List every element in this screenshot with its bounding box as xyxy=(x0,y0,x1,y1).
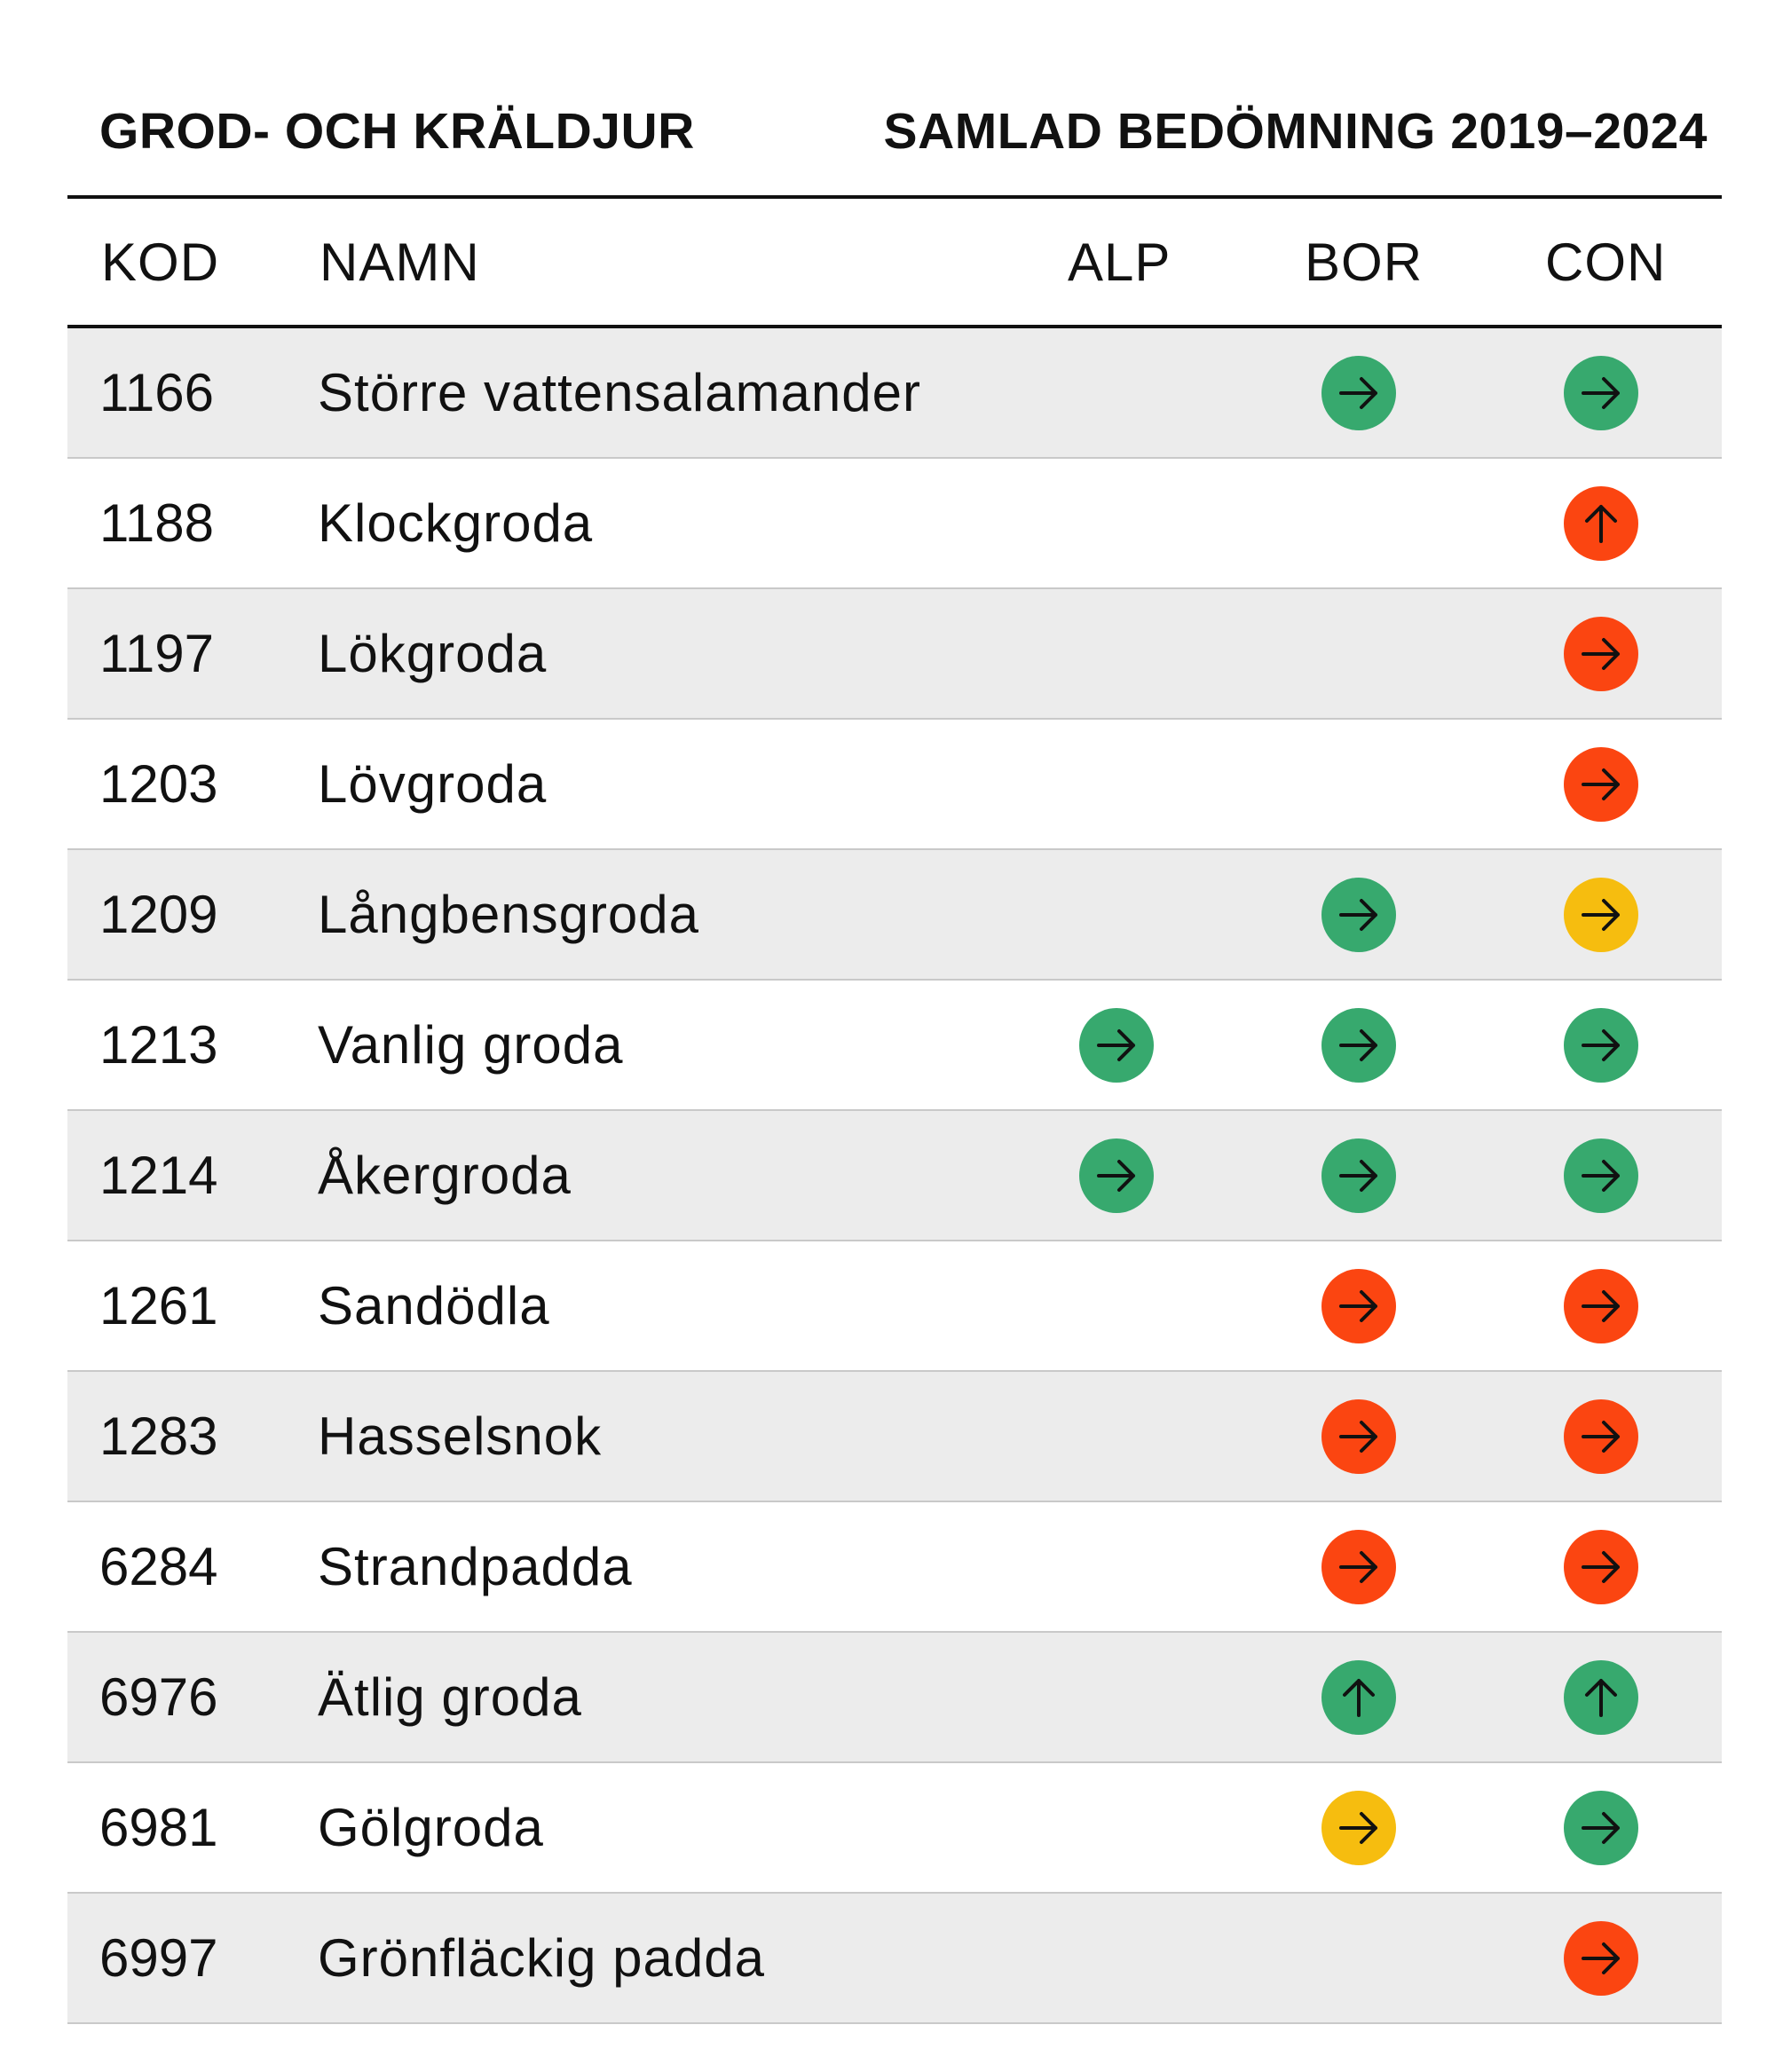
species-name: Lövgroda xyxy=(318,754,548,814)
species-name: Grönfläckig padda xyxy=(318,1928,765,1988)
species-name: Långbensgroda xyxy=(318,885,700,944)
arrow-right-icon xyxy=(1582,1812,1620,1844)
status-alp-green-arrow-right-icon xyxy=(1079,1008,1154,1083)
assessment-title: SAMLAD BEDÖMNING 2019–2024 xyxy=(883,103,1708,160)
arrow-right-icon xyxy=(1582,1160,1620,1192)
arrow-right-icon xyxy=(1097,1029,1135,1061)
species-name: Vanlig groda xyxy=(318,1015,624,1075)
header-alp: ALP xyxy=(1068,232,1172,292)
species-name: Hasselsnok xyxy=(318,1406,603,1466)
arrow-right-icon xyxy=(1339,1551,1377,1583)
table-title-row: GROD- OCH KRÄLDJUR SAMLAD BEDÖMNING 2019… xyxy=(99,96,1708,167)
species-code: 6976 xyxy=(99,1667,218,1727)
arrow-right-icon xyxy=(1582,1421,1620,1453)
species-code: 1261 xyxy=(99,1276,218,1335)
arrow-right-icon xyxy=(1097,1160,1135,1192)
status-con-red-arrow-right-icon xyxy=(1564,617,1638,691)
species-code: 6284 xyxy=(99,1537,218,1596)
status-bor-green-arrow-right-icon xyxy=(1321,1008,1396,1083)
arrow-right-icon xyxy=(1582,1290,1620,1322)
status-con-red-arrow-right-icon xyxy=(1564,1399,1638,1474)
arrow-right-icon xyxy=(1339,1421,1377,1453)
table-row: 6284 Strandpadda xyxy=(67,1502,1722,1633)
species-name: Åkergroda xyxy=(318,1146,572,1205)
species-code: 6981 xyxy=(99,1798,218,1857)
species-name: Större vattensalamander xyxy=(318,363,922,422)
arrow-right-icon xyxy=(1582,1551,1620,1583)
species-code: 1166 xyxy=(99,363,215,422)
table-row: 1203 Lövgroda xyxy=(67,720,1722,850)
top-divider xyxy=(67,195,1722,199)
species-name: Strandpadda xyxy=(318,1537,633,1596)
arrow-right-icon xyxy=(1339,899,1377,931)
arrow-right-icon xyxy=(1339,1290,1377,1322)
table-body: 1166 Större vattensalamander 1188 Klockgrod… xyxy=(67,328,1722,2024)
arrow-right-icon xyxy=(1582,899,1620,931)
species-code: 6997 xyxy=(99,1928,218,1988)
header-bor: BOR xyxy=(1305,232,1424,292)
status-con-red-arrow-right-icon xyxy=(1564,1530,1638,1604)
table-row: 6981 Gölgroda xyxy=(67,1763,1722,1894)
arrow-right-icon xyxy=(1339,1029,1377,1061)
table-row: 1209 Långbensgroda xyxy=(67,850,1722,981)
status-con-green-arrow-right-icon xyxy=(1564,1008,1638,1083)
status-bor-red-arrow-right-icon xyxy=(1321,1269,1396,1343)
table-row: 1166 Större vattensalamander xyxy=(67,328,1722,459)
status-con-green-arrow-right-icon xyxy=(1564,1138,1638,1213)
arrow-right-icon xyxy=(1339,377,1377,409)
table-row: 1213 Vanlig groda xyxy=(67,981,1722,1111)
arrow-up-icon xyxy=(1585,505,1617,543)
species-code: 1203 xyxy=(99,754,218,814)
table-row: 1261 Sandödla xyxy=(67,1241,1722,1372)
status-bor-green-arrow-right-icon xyxy=(1321,878,1396,952)
species-name: Ätlig groda xyxy=(318,1667,582,1727)
column-header-row: KOD NAMN ALP BOR CON xyxy=(67,199,1722,327)
status-bor-green-arrow-right-icon xyxy=(1321,356,1396,430)
table-row: 1214 Åkergroda xyxy=(67,1111,1722,1241)
arrow-right-icon xyxy=(1582,377,1620,409)
status-con-yellow-arrow-right-icon xyxy=(1564,878,1638,952)
arrow-right-icon xyxy=(1339,1160,1377,1192)
species-code: 1214 xyxy=(99,1146,218,1205)
status-con-green-arrow-right-icon xyxy=(1564,356,1638,430)
arrow-right-icon xyxy=(1582,1029,1620,1061)
table-row: 6997 Grönfläckig padda xyxy=(67,1894,1722,2024)
status-con-red-arrow-right-icon xyxy=(1564,1269,1638,1343)
arrow-up-icon xyxy=(1343,1679,1375,1717)
status-bor-green-arrow-up-icon xyxy=(1321,1660,1396,1735)
arrow-right-icon xyxy=(1582,638,1620,670)
species-name: Lökgroda xyxy=(318,624,548,683)
status-con-red-arrow-right-icon xyxy=(1564,747,1638,822)
status-con-red-arrow-up-icon xyxy=(1564,486,1638,561)
status-con-red-arrow-right-icon xyxy=(1564,1921,1638,1996)
header-code: KOD xyxy=(101,232,220,292)
status-alp-green-arrow-right-icon xyxy=(1079,1138,1154,1213)
status-con-green-arrow-up-icon xyxy=(1564,1660,1638,1735)
arrow-right-icon xyxy=(1582,768,1620,800)
species-name: Gölgroda xyxy=(318,1798,544,1857)
species-code: 1213 xyxy=(99,1015,218,1075)
arrow-right-icon xyxy=(1582,1942,1620,1974)
species-code: 1197 xyxy=(99,624,215,683)
status-bor-green-arrow-right-icon xyxy=(1321,1138,1396,1213)
header-name: NAMN xyxy=(320,232,480,292)
status-bor-red-arrow-right-icon xyxy=(1321,1399,1396,1474)
species-code: 1283 xyxy=(99,1406,218,1466)
table-title: GROD- OCH KRÄLDJUR xyxy=(99,103,695,160)
species-name: Klockgroda xyxy=(318,493,594,553)
arrow-right-icon xyxy=(1339,1812,1377,1844)
header-con: CON xyxy=(1545,232,1667,292)
table-row: 1188 Klockgroda xyxy=(67,459,1722,589)
species-name: Sandödla xyxy=(318,1276,550,1335)
table-row: 6976 Ätlig groda xyxy=(67,1633,1722,1763)
species-code: 1188 xyxy=(99,493,215,553)
arrow-up-icon xyxy=(1585,1679,1617,1717)
table-row: 1283 Hasselsnok xyxy=(67,1372,1722,1502)
status-bor-yellow-arrow-right-icon xyxy=(1321,1791,1396,1865)
header-divider xyxy=(67,325,1722,328)
table-row: 1197 Lökgroda xyxy=(67,589,1722,720)
species-code: 1209 xyxy=(99,885,218,944)
status-con-green-arrow-right-icon xyxy=(1564,1791,1638,1865)
status-bor-red-arrow-right-icon xyxy=(1321,1530,1396,1604)
